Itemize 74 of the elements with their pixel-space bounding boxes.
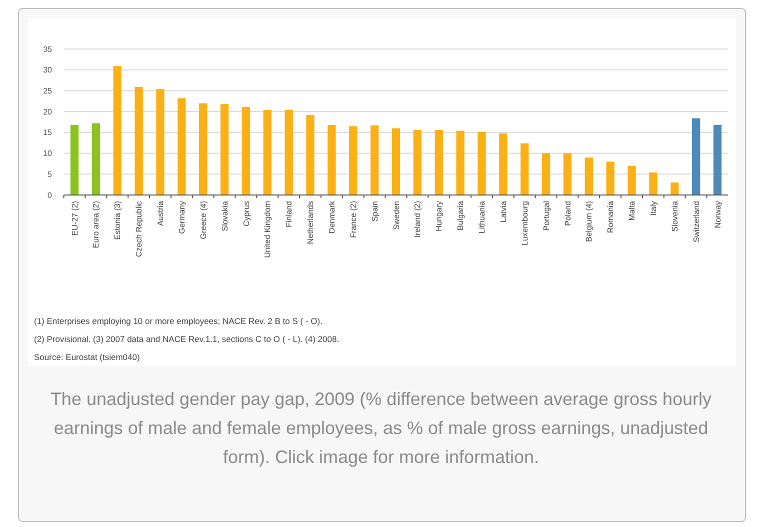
x-tick-label: France (2) [348, 200, 358, 238]
x-tick-label: Romania [606, 200, 616, 234]
bar [692, 118, 700, 195]
x-tick-label: Portugal [542, 200, 551, 231]
bar [392, 128, 400, 195]
y-tick-label: 20 [43, 107, 53, 116]
x-tick-label: Malta [628, 200, 637, 221]
bar [649, 172, 658, 195]
x-tick-label: Spain [370, 201, 380, 222]
bar [92, 123, 100, 195]
bar [563, 153, 572, 195]
text: The unadjusted gender pay gap, 2009 (% difference between average gross hourly earnings of male and female employees, as % of male gross earnings, unadjusted form). Click image for more information. [50, 389, 712, 467]
x-tick-label: EU-27 (2) [70, 200, 80, 236]
x-tick-label: Cyprus [242, 201, 251, 226]
x-tick-label: Czech Republic [134, 201, 144, 258]
x-tick-label: Luxembourg [520, 201, 530, 246]
x-tick-label: Netherlands [306, 201, 316, 244]
bar [413, 130, 422, 195]
source-note: Source: Eurostat (tsiem040) [34, 352, 140, 362]
x-tick-label: Sweden [392, 201, 401, 230]
y-tick-label: 35 [43, 44, 53, 54]
bar [584, 157, 593, 195]
y-tick-label: 30 [43, 66, 53, 75]
x-tick-label: Hungary [434, 201, 444, 232]
bar [713, 124, 722, 195]
bar [134, 86, 143, 195]
text: (1) Enterprises employing 10 or more employees; NACE Rev. 2 B to S ( - O). [34, 316, 322, 326]
bar [456, 130, 464, 195]
bar [113, 66, 122, 195]
bar [242, 106, 250, 195]
bar [478, 132, 486, 195]
x-tick-label: Slovakia [220, 200, 230, 232]
x-tick-label: Estonia (3) [113, 200, 122, 240]
bar [70, 124, 79, 195]
x-tick-label: Bulgaria [456, 200, 466, 230]
bar [328, 124, 336, 195]
x-tick-label: Italy [649, 201, 658, 216]
bar [670, 182, 679, 195]
y-tick-label: 5 [48, 170, 53, 179]
bar [178, 98, 186, 195]
x-tick-label: Norway [713, 201, 722, 228]
x-tick-label: Poland [563, 201, 572, 226]
bar [628, 166, 636, 195]
bar [306, 114, 314, 195]
x-tick-label: Greece (4) [198, 200, 208, 240]
bar [370, 125, 379, 195]
bar [284, 110, 293, 195]
bar [520, 143, 529, 195]
y-tick-label: 0 [48, 190, 53, 200]
bar [263, 110, 272, 195]
x-tick-label: Slovenia [670, 200, 680, 232]
x-tick-label: Switzerland [692, 201, 701, 242]
x-tick-label: Finland [284, 201, 294, 228]
bar [499, 133, 508, 195]
bar [156, 89, 164, 195]
y-tick-label: 25 [43, 86, 53, 96]
y-tick-label: 15 [43, 128, 53, 138]
x-tick-label: Ireland (2) [413, 200, 422, 238]
bar [434, 130, 443, 195]
bar [199, 103, 208, 195]
x-tick-label: Belgium (4) [584, 200, 594, 242]
x-tick-label: Austria [156, 200, 166, 226]
x-tick-label: Latvia [498, 200, 508, 222]
x-tick-label: Denmark [328, 200, 336, 234]
bar [606, 162, 614, 195]
x-tick-label: United Kingdom [263, 200, 272, 258]
bar [349, 126, 358, 195]
x-tick-label: Euro area (2) [92, 200, 101, 248]
bar [220, 104, 229, 195]
x-tick-label: Lithuania [478, 200, 487, 234]
y-tick-label: 10 [43, 149, 53, 158]
bar [542, 153, 550, 195]
x-tick-label: Germany [177, 201, 186, 234]
text: (2) Provisional. (3) 2007 data and NACE Rev.1.1, sections C to O ( - L). (4) 2008. [34, 334, 340, 344]
